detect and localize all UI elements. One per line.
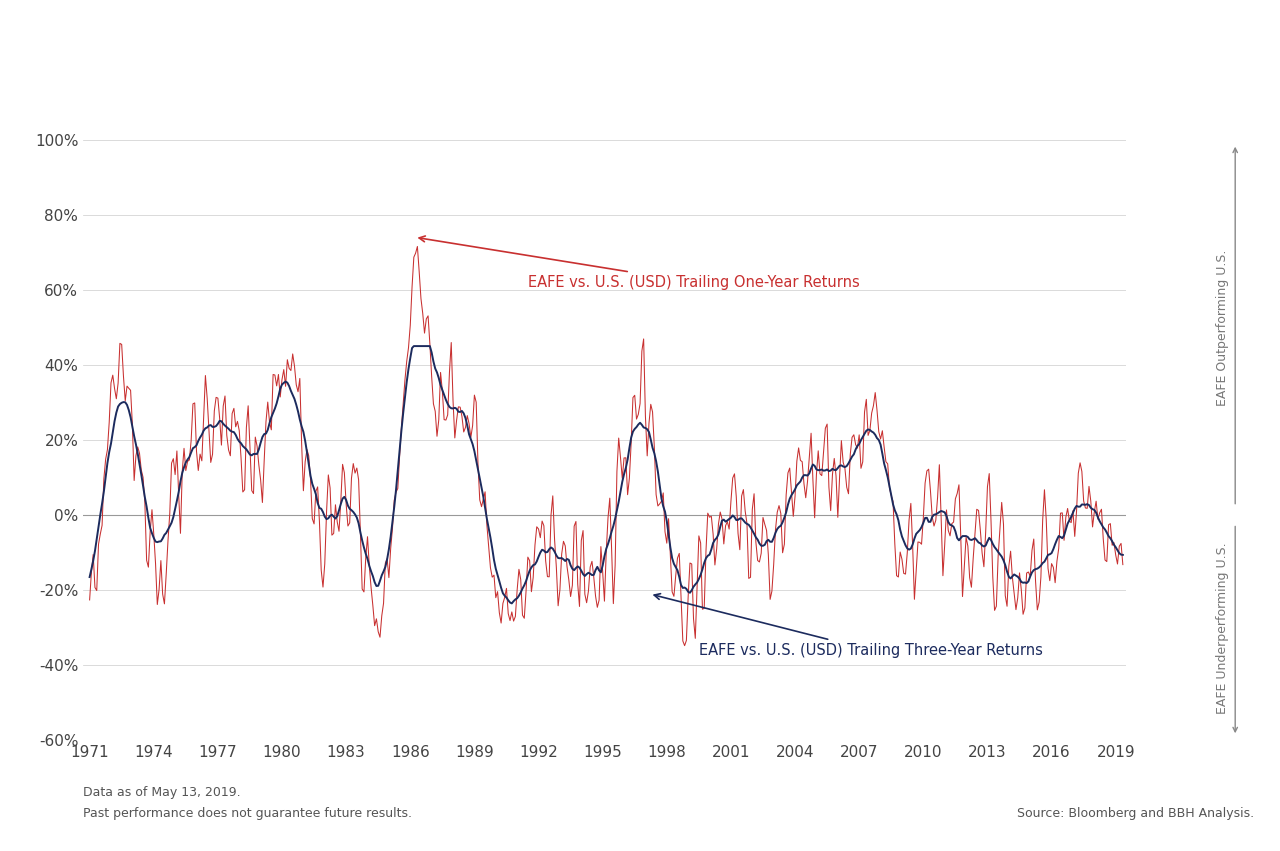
Text: Past performance does not guarantee future results.: Past performance does not guarantee futu… [83,807,412,820]
Text: EAFE vs. U.S. (USD) Trailing One-Year Returns: EAFE vs. U.S. (USD) Trailing One-Year Re… [419,236,860,289]
Text: EAFE vs. U.S. (USD) Trailing Three-Year Returns: EAFE vs. U.S. (USD) Trailing Three-Year … [654,594,1043,658]
Text: Source: Bloomberg and BBH Analysis.: Source: Bloomberg and BBH Analysis. [1018,807,1254,820]
Text: EAFE Outperforming U.S.: EAFE Outperforming U.S. [1216,249,1229,406]
Text: Data as of May 13, 2019.: Data as of May 13, 2019. [83,785,241,799]
Text: INTERNATIONAL DEVELOPED RETURNS VS. U.S. LARGE-CAP EQUITY: INTERNATIONAL DEVELOPED RETURNS VS. U.S.… [19,26,856,46]
Text: EAFE Underperforming U.S.: EAFE Underperforming U.S. [1216,542,1229,713]
